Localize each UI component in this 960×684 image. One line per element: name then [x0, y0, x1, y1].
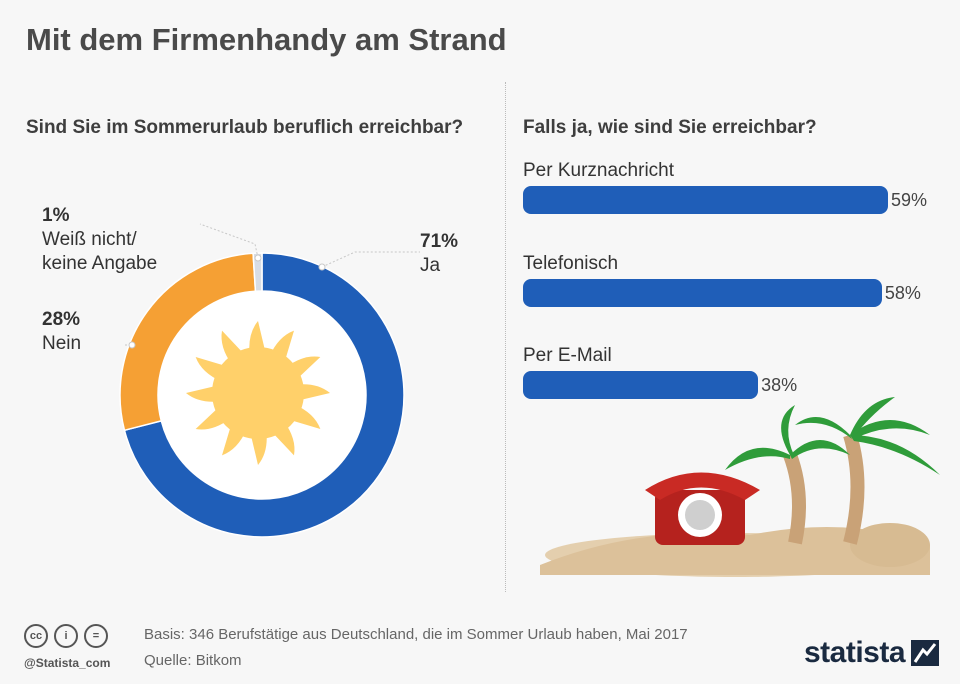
bar: [523, 279, 882, 307]
bar-value-label: 58%: [884, 283, 921, 303]
bar-category: Telefonisch: [523, 253, 619, 274]
sun-icon: [186, 321, 330, 465]
bar-category: Per E-Mail: [523, 345, 612, 366]
phone-icon: [645, 472, 760, 545]
source-note: Quelle: Bitkom: [144, 652, 242, 669]
statista-logo[interactable]: statista: [804, 636, 940, 670]
donut-question: Sind Sie im Sommerurlaub beruflich errei…: [26, 117, 464, 138]
slice-value-unknown: 1%: [42, 205, 70, 226]
license-icons: cc i =: [24, 624, 108, 648]
leader-dot: [318, 263, 326, 271]
logo-text: statista: [804, 636, 906, 669]
leader-line: [199, 223, 259, 259]
donut-svg: [119, 223, 420, 538]
leader-line: [321, 251, 420, 268]
slice-value-ja: 71%: [420, 231, 459, 252]
basis-note: Basis: 346 Berufstätige aus Deutschland,…: [144, 626, 688, 643]
slice-value-nein: 28%: [42, 309, 81, 330]
bar: [523, 371, 759, 399]
slice-label-ja: 71% Ja: [420, 230, 458, 278]
sand-hill: [540, 527, 930, 575]
slice-label-nein: 28% Nein: [42, 308, 81, 356]
logo-mark-icon: [911, 640, 940, 666]
bar-question: Falls ja, wie sind Sie erreichbar?: [523, 117, 817, 138]
slice-name-ja: Ja: [420, 255, 441, 276]
bar-value-label: 59%: [891, 190, 928, 210]
sand-mound: [850, 523, 930, 567]
page-title: Mit dem Firmenhandy am Strand: [26, 22, 507, 57]
bar-category: Per Kurznachricht: [523, 160, 675, 181]
no-derivatives-icon: =: [84, 624, 108, 648]
statista-handle[interactable]: @Statista_com: [24, 656, 111, 670]
beach-illustration: [540, 397, 940, 577]
palm-trunk: [783, 452, 806, 545]
palm-leaves: [725, 397, 940, 475]
leader-dot: [254, 254, 262, 262]
palm-trunk: [843, 432, 865, 545]
donut-chart: 71% Ja 28% Nein 1% Weiß nicht/ keine Ang…: [0, 150, 500, 570]
section-divider: [505, 82, 506, 592]
slice-name-unknown-line2: keine Angabe: [42, 253, 158, 274]
cc-icon: cc: [24, 624, 48, 648]
slice-name-nein: Nein: [42, 333, 82, 354]
attribution-icon: i: [54, 624, 78, 648]
bar-value-label: 38%: [761, 375, 798, 395]
slice-name-unknown-line1: Weiß nicht/: [42, 229, 137, 250]
bar: [523, 186, 888, 214]
slice-label-unknown: 1% Weiß nicht/ keine Angabe: [42, 204, 157, 276]
leader-dot: [128, 341, 136, 349]
